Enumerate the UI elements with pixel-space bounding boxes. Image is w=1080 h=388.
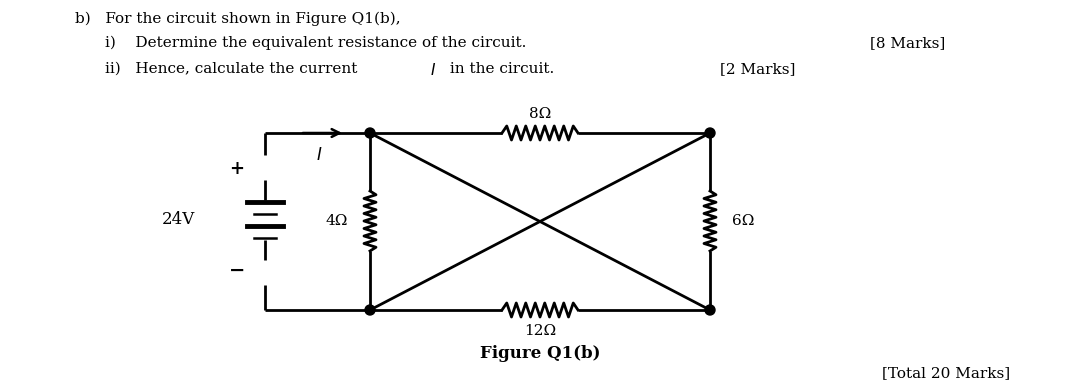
Text: −: − [229, 262, 245, 280]
Text: [2 Marks]: [2 Marks] [720, 62, 795, 76]
Text: [8 Marks]: [8 Marks] [870, 36, 945, 50]
Text: i)    Determine the equivalent resistance of the circuit.: i) Determine the equivalent resistance o… [105, 36, 526, 50]
Circle shape [705, 305, 715, 315]
Text: $I$: $I$ [430, 62, 436, 78]
Text: in the circuit.: in the circuit. [445, 62, 554, 76]
Text: b)   For the circuit shown in Figure Q1(b),: b) For the circuit shown in Figure Q1(b)… [75, 12, 401, 26]
Text: $I$: $I$ [316, 147, 323, 164]
Text: [Total 20 Marks]: [Total 20 Marks] [882, 366, 1010, 380]
Text: 6Ω: 6Ω [732, 214, 754, 228]
Text: 4Ω: 4Ω [326, 214, 348, 228]
Circle shape [705, 128, 715, 138]
Text: ii)   Hence, calculate the current: ii) Hence, calculate the current [105, 62, 362, 76]
Circle shape [365, 305, 375, 315]
Circle shape [365, 128, 375, 138]
Text: 12Ω: 12Ω [524, 324, 556, 338]
Text: Figure Q1(b): Figure Q1(b) [480, 345, 600, 362]
Text: +: + [229, 160, 244, 178]
Text: 24V: 24V [162, 211, 195, 229]
Text: 8Ω: 8Ω [529, 107, 551, 121]
